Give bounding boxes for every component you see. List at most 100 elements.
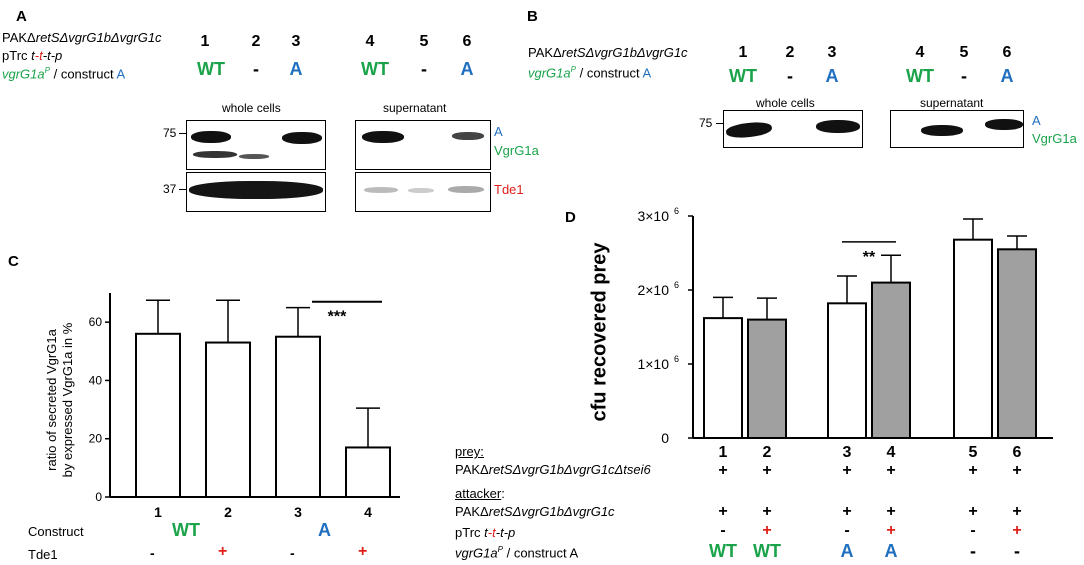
band-label-vgrg1a: VgrG1a [1032, 131, 1077, 146]
blot-band [193, 151, 237, 158]
strain-prefix: PAKΔ [455, 504, 489, 519]
blot-whole-cells-vgrg1a [186, 120, 326, 170]
mw-tick [179, 133, 187, 134]
strain-genotype: retSΔvgrG1bΔvgrG1cΔtsei6 [488, 462, 651, 477]
condition-mark: + [762, 522, 772, 539]
attacker-strain: PAKΔretSΔvgrG1bΔvgrG1c [455, 504, 615, 519]
bar [135, 332, 181, 498]
mw-tick [716, 123, 724, 124]
prey-label: prey: [455, 444, 484, 459]
condition-mark: - [970, 541, 976, 561]
blot-band [725, 120, 773, 140]
panel-a-construct: vgrG1aP / construct A [2, 66, 125, 81]
lane-marker: A [825, 66, 839, 86]
y-tick-exponent: 6 [674, 280, 679, 290]
attacker-construct: vgrG1aP / construct A [455, 545, 578, 560]
vgrg-gene: vgrG1a [2, 66, 45, 82]
panel-b-letter: B [527, 8, 538, 25]
whole-cells-label: whole cells [756, 96, 815, 110]
blot-band [985, 119, 1023, 130]
band-label-a: A [1032, 113, 1041, 128]
attacker-ptrc: pTrc t-t-t-p [455, 525, 515, 540]
condition-mark: + [1012, 462, 1022, 479]
lane-number: 1 [200, 33, 210, 50]
vgrg-sup: P [497, 545, 503, 554]
lane-number: 2 [251, 33, 261, 50]
panel-c-ylabel: ratio of secreted VgrG1a by expressed Vg… [44, 323, 76, 478]
x-tick-label: 4 [886, 444, 896, 461]
tde1-mark: - [290, 545, 295, 561]
blot-whole-cells-tde1 [186, 172, 326, 212]
lane-marker: A [1000, 66, 1014, 86]
lane-marker: - [253, 59, 259, 79]
condition-mark: - [720, 522, 726, 539]
construct-a: A [318, 520, 331, 540]
panel-b-construct: vgrG1aP / construct A [528, 65, 651, 80]
bar [205, 341, 251, 498]
condition-mark: + [762, 503, 772, 520]
condition-mark: + [1012, 503, 1022, 520]
condition-mark: WT [709, 541, 737, 561]
lane-number: 6 [1002, 44, 1012, 61]
strain-prefix: PAKΔ [2, 30, 36, 45]
ptrc-dash3: - [50, 48, 56, 63]
lane-number: 2 [785, 44, 795, 61]
ptrc-t3: t [47, 48, 51, 63]
lane-marker: - [961, 66, 967, 86]
lane-number: 4 [365, 33, 375, 50]
panel-a-ptrc: pTrc t-t-t-p [2, 48, 62, 63]
tde1-mark: + [358, 543, 368, 560]
blot-band [189, 181, 323, 199]
row-label-construct: Construct [28, 524, 84, 539]
blot-band [191, 131, 231, 143]
tde1-mark: - [150, 545, 155, 561]
x-tick-label: 2 [762, 444, 772, 461]
ptrc-dash3: - [503, 525, 509, 540]
y-tick-label: 2×10 [637, 282, 669, 298]
blot-band [282, 132, 322, 144]
bar [871, 281, 911, 439]
blot-band [408, 188, 434, 193]
x-tick-label: 4 [364, 504, 372, 520]
supernatant-label: supernatant [920, 96, 984, 110]
tde1-mark: + [218, 543, 228, 560]
construct-a: A [116, 66, 126, 82]
y-tick-label: 60 [89, 315, 103, 329]
ptrc-t2: t [39, 48, 43, 63]
strain-prefix: PAKΔ [455, 462, 489, 477]
lane-marker: - [421, 59, 427, 79]
ptrc-t2: t [492, 525, 496, 540]
panel-a-letter: A [16, 8, 27, 25]
panel-b-strain: PAKΔretSΔvgrG1bΔvgrG1c [528, 45, 688, 60]
lane-marker: - [787, 66, 793, 86]
condition-mark: A [840, 541, 854, 561]
band-label-tde1: Tde1 [494, 182, 524, 197]
ptrc-dash1: - [487, 525, 493, 540]
panel-d-ylabel: cfu recovered prey [588, 242, 611, 422]
ptrc-prefix: pTrc [455, 525, 485, 540]
mw-75-label: 75 [163, 126, 177, 140]
panel-a-strain: PAKΔretSΔvgrG1bΔvgrG1c [2, 30, 162, 45]
band-label-vgrg1a: VgrG1a [494, 143, 539, 158]
blot-band [816, 120, 860, 133]
bar [997, 248, 1037, 439]
condition-mark: - [844, 522, 850, 539]
bar [345, 446, 391, 498]
significance-label: *** [328, 309, 347, 326]
band-label-a: A [494, 124, 503, 139]
lane-marker: WT [729, 66, 757, 86]
ylabel-line2: by expressed VgrG1a in % [60, 322, 75, 478]
condition-mark: + [718, 503, 728, 520]
blot-supernatant-tde1 [355, 172, 491, 212]
bar [275, 335, 321, 499]
vgrg-sup: P [570, 65, 576, 74]
x-tick-label: 1 [154, 504, 162, 520]
lane-marker: WT [361, 59, 389, 79]
panel-c-chart: 0 20 40 60 1 2 3 4 *** [89, 293, 400, 520]
y-tick-exponent: 6 [674, 206, 679, 216]
condition-mark: - [1014, 541, 1020, 561]
lane-number: 5 [419, 33, 429, 50]
construct-a: A [642, 65, 652, 81]
y-tick-label: 3×10 [637, 208, 669, 224]
lane-number: 4 [915, 44, 925, 61]
